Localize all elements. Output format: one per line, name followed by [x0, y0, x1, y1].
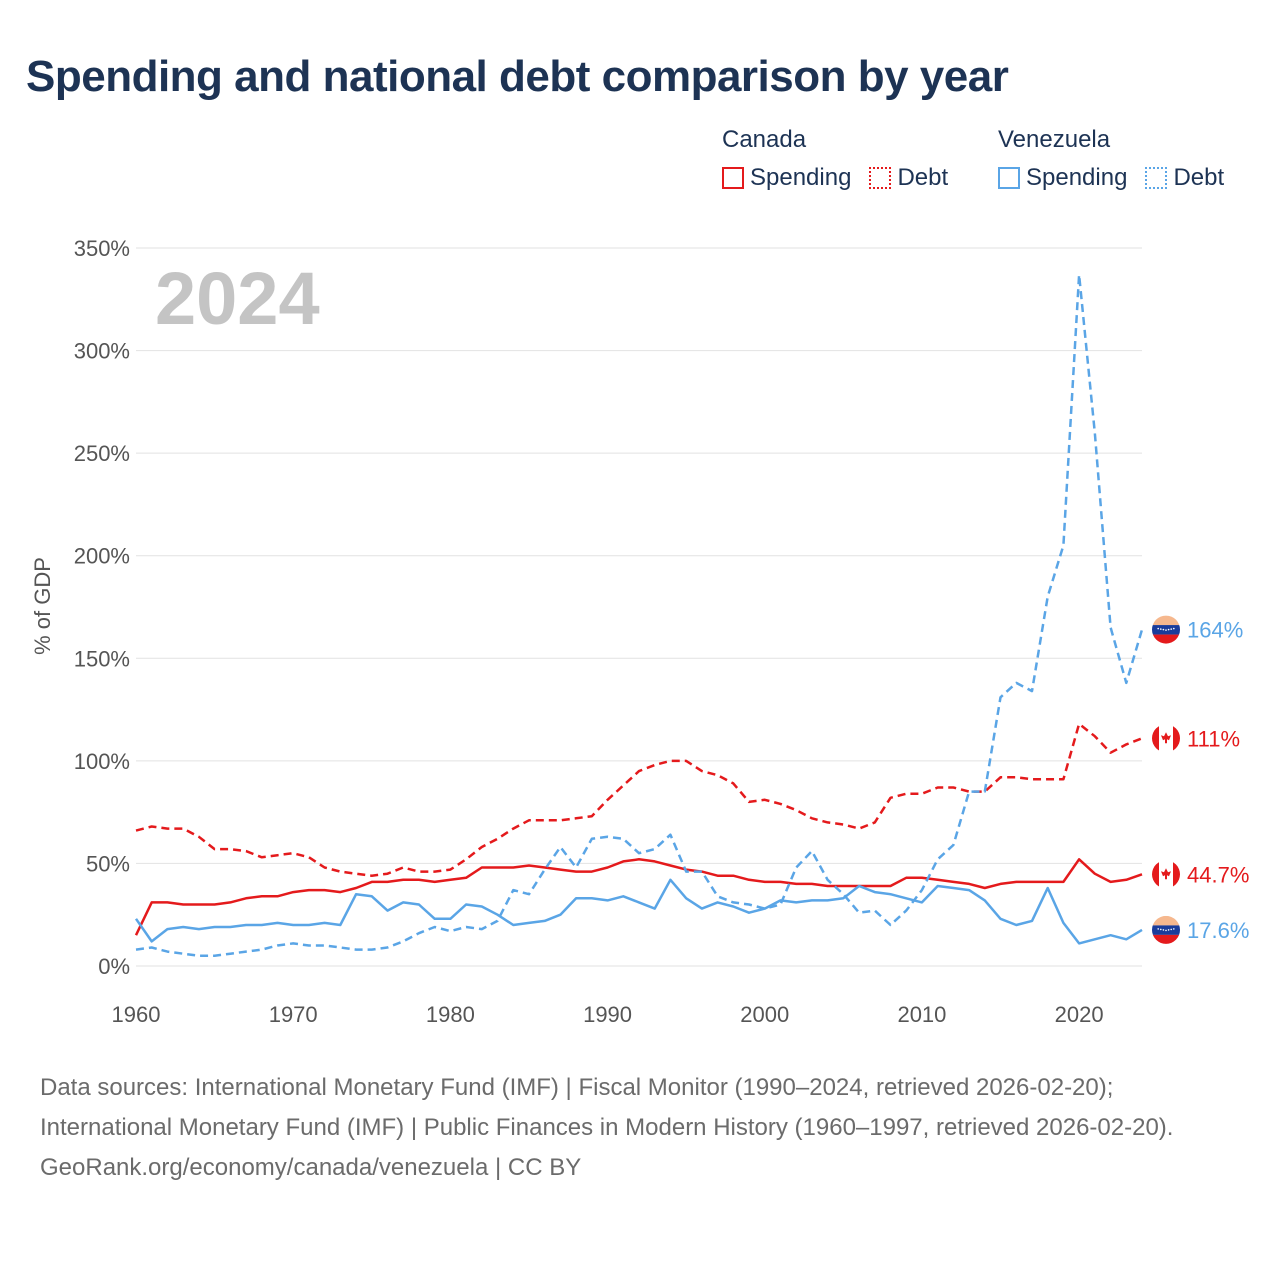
- y-tick-label: 250%: [74, 441, 130, 466]
- legend-label: Debt: [897, 164, 949, 191]
- legend-swatch: [869, 167, 892, 189]
- venezuela-flag-icon: [1152, 615, 1180, 644]
- legend-label: Spending: [1026, 164, 1128, 191]
- x-tick-label: 2000: [740, 1002, 789, 1027]
- credit-link[interactable]: GeoRank.org/economy/canada/venezuela | C…: [40, 1154, 582, 1181]
- series-line-venezuela-debt[interactable]: [135, 273, 1144, 957]
- canada-flag-icon: [1152, 724, 1180, 753]
- year-watermark: 2024: [155, 257, 320, 340]
- end-value-label: 17.6%: [1187, 918, 1249, 943]
- y-tick-label: 100%: [74, 749, 130, 774]
- x-tick-label: 1990: [583, 1002, 632, 1027]
- venezuela-flag-icon: [1152, 915, 1180, 944]
- y-tick-label: 150%: [74, 646, 130, 671]
- legend-item-canada-debt[interactable]: Debt: [869, 164, 948, 192]
- line-chart: 0% 50% 100% 150% 200% 250% 300% 350% 1960 1970 19…: [30, 236, 1249, 1027]
- legend-swatch: [1145, 167, 1168, 189]
- series-line-canada-spending[interactable]: [134, 858, 1143, 936]
- x-tick-label: 2020: [1055, 1002, 1104, 1027]
- legend-item-venezuela-spending[interactable]: Spending: [998, 164, 1127, 192]
- legend-group-name: Venezuela: [998, 126, 1111, 153]
- chart-title: Spending and national debt comparison by…: [26, 52, 1009, 101]
- data-sources: Data sources: International Monetary Fun…: [40, 1074, 1174, 1141]
- legend-label: Debt: [1173, 164, 1225, 191]
- x-tick-label: 1980: [426, 1002, 475, 1027]
- y-tick-label: 200%: [74, 544, 130, 569]
- legend-group-venezuela: Venezuela Spending Debt: [998, 126, 1224, 192]
- y-tick-label: 300%: [74, 339, 130, 364]
- series-line-venezuela-spending[interactable]: [134, 878, 1143, 945]
- x-tick-label: 2010: [897, 1002, 946, 1027]
- y-tick-label: 50%: [86, 851, 130, 876]
- x-tick-label: 1960: [112, 1002, 161, 1027]
- y-axis-label: % of GDP: [30, 557, 55, 655]
- legend-group-canada: Canada Spending Debt: [722, 126, 948, 192]
- canada-flag-icon: [1152, 860, 1180, 889]
- end-value-label: 111%: [1187, 726, 1240, 751]
- end-value-label: 44.7%: [1187, 862, 1249, 887]
- legend-group-name: Canada: [722, 126, 807, 153]
- legend-swatch: [998, 167, 1020, 189]
- legend-swatch: [722, 167, 744, 189]
- legend-label: Spending: [750, 164, 852, 191]
- legend-item-venezuela-debt[interactable]: Debt: [1145, 164, 1224, 192]
- y-tick-label: 350%: [74, 236, 130, 261]
- end-value-label: 164%: [1187, 618, 1243, 643]
- y-tick-label: 0%: [98, 954, 130, 979]
- x-tick-label: 1970: [269, 1002, 318, 1027]
- chart-footer: Data sources: International Monetary Fun…: [40, 1068, 1240, 1188]
- legend-item-canada-spending[interactable]: Spending: [722, 164, 851, 192]
